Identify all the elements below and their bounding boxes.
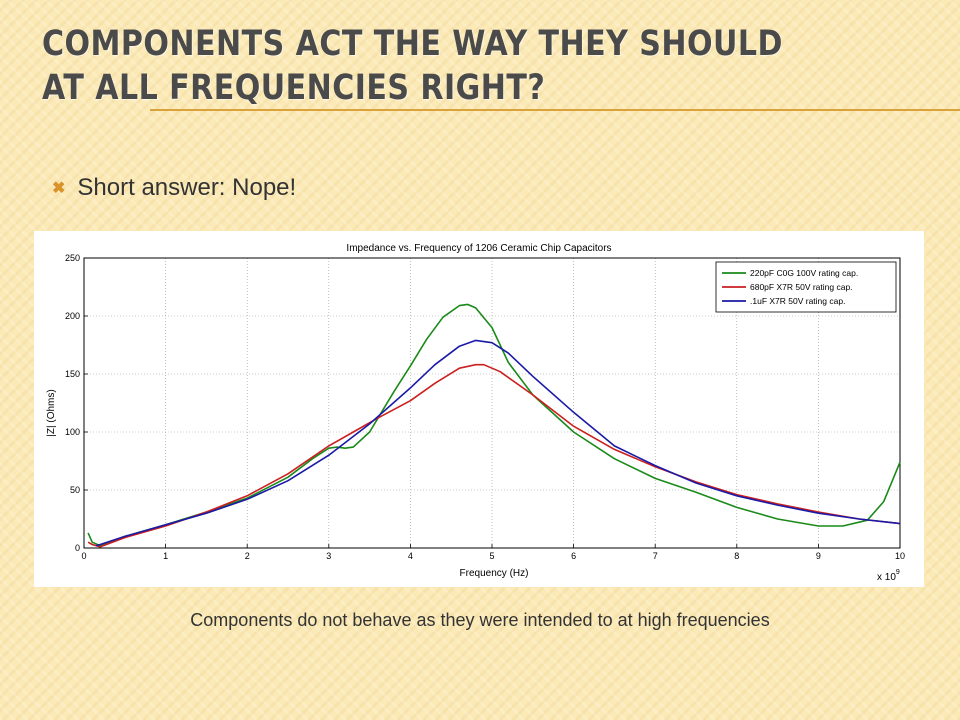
x-tick-label: 9 [816, 551, 821, 561]
series-lines [87, 303, 901, 548]
x-tick-label: 7 [653, 551, 658, 561]
legend-entry-3: .1uF X7R 50V rating cap. [750, 296, 845, 306]
y-axis-ticks: 0 50 100 150 200 250 [65, 253, 88, 553]
slide-title: Components act the way they should at al… [42, 24, 783, 108]
x-tick-label: 5 [489, 551, 494, 561]
impedance-chart: Impedance vs. Frequency of 1206 Ceramic … [34, 231, 924, 587]
x-multiplier-label: x 109 [877, 569, 900, 583]
y-tick-label: 50 [70, 485, 80, 495]
legend-entry-1: 220pF C0G 100V rating cap. [750, 268, 858, 278]
y-tick-label: 200 [65, 311, 80, 321]
chart-svg: Impedance vs. Frequency of 1206 Ceramic … [46, 243, 905, 583]
chart-legend: 220pF C0G 100V rating cap. 680pF X7R 50V … [715, 261, 897, 313]
x-axis-ticks: 0 1 2 3 4 5 6 7 8 9 10 [81, 544, 905, 561]
y-axis-label: |Z| (Ohms) [46, 389, 57, 436]
series-line-3 [95, 339, 901, 547]
bullet-text: Short answer: Nope! [77, 174, 297, 201]
series-line-1 [87, 303, 901, 547]
y-tick-label: 250 [65, 253, 80, 263]
x-tick-label: 0 [81, 551, 86, 561]
bullet-point: ✖ Short answer: Nope! [52, 174, 296, 202]
x-multiplier-base: x 10 [877, 572, 896, 583]
legend-entry-2: 680pF X7R 50V rating cap. [750, 282, 853, 292]
x-tick-label: 4 [408, 551, 413, 561]
x-tick-label: 8 [734, 551, 739, 561]
title-underline [150, 109, 960, 111]
chart-title: Impedance vs. Frequency of 1206 Ceramic … [346, 243, 611, 254]
x-tick-label: 2 [245, 551, 250, 561]
x-tick-label: 10 [895, 551, 905, 561]
x-tick-label: 6 [571, 551, 576, 561]
y-tick-label: 0 [75, 543, 80, 553]
x-multiplier-exponent: 9 [896, 569, 900, 576]
y-tick-label: 100 [65, 427, 80, 437]
cross-bullet-icon: ✖ [52, 180, 66, 197]
x-tick-label: 1 [163, 551, 168, 561]
slide-caption: Components do not behave as they were in… [190, 610, 770, 630]
y-tick-label: 150 [65, 369, 80, 379]
x-tick-label: 3 [326, 551, 331, 561]
x-axis-label: Frequency (Hz) [460, 568, 529, 579]
